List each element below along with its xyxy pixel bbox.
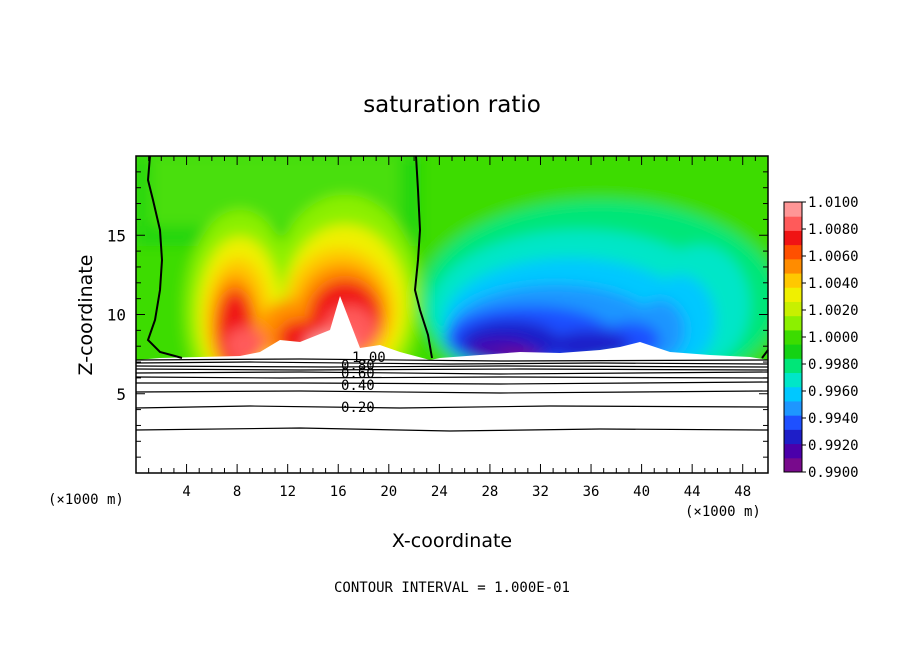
contour-interval-note: CONTOUR INTERVAL = 1.000E-01 xyxy=(334,580,570,596)
x-tick-label: 4 xyxy=(182,484,190,500)
colorbar-swatch xyxy=(784,415,802,430)
colorbar-swatch xyxy=(784,258,802,274)
contour-label-5: 0.20 xyxy=(341,400,375,416)
colorbar-label: 0.9980 xyxy=(808,357,859,373)
saturation-field xyxy=(136,156,768,360)
contour-label-2: 0.80 xyxy=(341,358,375,374)
x-tick-label: 32 xyxy=(532,484,549,500)
colorbar-swatch xyxy=(784,457,802,473)
contour-label-4: 0.40 xyxy=(341,378,375,394)
colorbar-label: 0.9960 xyxy=(808,384,859,400)
colorbar-swatch xyxy=(784,287,802,302)
colorbar-swatch xyxy=(784,400,802,416)
y-tick-label: 15 xyxy=(107,226,126,245)
x-tick-label: 24 xyxy=(431,484,448,500)
y-tick-labels: 5 10 15 xyxy=(107,226,126,404)
colorbar-swatch xyxy=(784,301,802,317)
x-tick-label: 48 xyxy=(734,484,751,500)
x-tick-label: 12 xyxy=(279,484,296,500)
unity-contours xyxy=(146,155,769,359)
colorbar-label: 0.9920 xyxy=(808,438,859,454)
contour-lines xyxy=(135,358,769,432)
colorbar-label: 1.0020 xyxy=(808,303,859,319)
colorbar-swatch xyxy=(784,202,802,217)
colorbar-swatch xyxy=(784,344,802,359)
x-unit-left: (×1000 m) xyxy=(48,492,124,508)
y-tick-label: 10 xyxy=(107,306,126,325)
x-tick-label: 8 xyxy=(233,484,241,500)
x-tick-label: 40 xyxy=(633,484,650,500)
colorbar-label: 0.9940 xyxy=(808,411,859,427)
subsaturated-region xyxy=(420,200,768,360)
colorbar-swatch xyxy=(784,329,802,345)
colorbar-swatch xyxy=(784,315,802,331)
x-tick-label: 36 xyxy=(583,484,600,500)
x-tick-label: 28 xyxy=(481,484,498,500)
colorbar-label: 0.9900 xyxy=(808,465,859,481)
x-unit-right: (×1000 m) xyxy=(685,504,761,520)
chart-title: saturation ratio xyxy=(363,92,541,118)
colorbar-label: 1.0080 xyxy=(808,222,859,238)
x-axis-label: X-coordinate xyxy=(392,530,512,552)
colorbar-swatch xyxy=(784,273,802,288)
x-tick-label: 44 xyxy=(684,484,701,500)
colorbar-labels: 1.0100 1.0080 1.0060 1.0040 1.0020 1.0000 0.99… xyxy=(808,195,859,481)
colorbar-swatch xyxy=(784,244,802,260)
y-tick-label: 5 xyxy=(116,385,126,404)
axis-ticks xyxy=(136,156,768,473)
contour-labels: 1.00 0.80 0.60 0.40 0.20 xyxy=(341,350,386,416)
colorbar-swatch xyxy=(784,429,802,445)
x-tick-labels: 4 8 12 16 20 24 28 32 36 40 44 48 xyxy=(182,484,751,500)
colorbar-swatch xyxy=(784,386,802,402)
contour-label-1: 1.00 xyxy=(352,350,386,366)
x-tick-label: 20 xyxy=(380,484,397,500)
x-tick-label: 16 xyxy=(330,484,347,500)
colorbar-label: 1.0060 xyxy=(808,249,859,265)
colorbar-swatch xyxy=(784,372,802,388)
colorbar-label: 1.0100 xyxy=(808,195,859,211)
colorbar-swatch xyxy=(784,230,802,246)
colorbar-swatch xyxy=(784,443,802,459)
colorbar xyxy=(783,201,806,473)
colorbar-swatch xyxy=(784,358,802,374)
contour-label-3: 0.60 xyxy=(341,366,375,382)
plot-area: 1.00 0.80 0.60 0.40 0.20 xyxy=(135,155,769,474)
y-axis-label: Z-coordinate xyxy=(75,255,97,376)
colorbar-label: 1.0000 xyxy=(808,330,859,346)
colorbar-swatch xyxy=(784,216,802,231)
colorbar-label: 1.0040 xyxy=(808,276,859,292)
